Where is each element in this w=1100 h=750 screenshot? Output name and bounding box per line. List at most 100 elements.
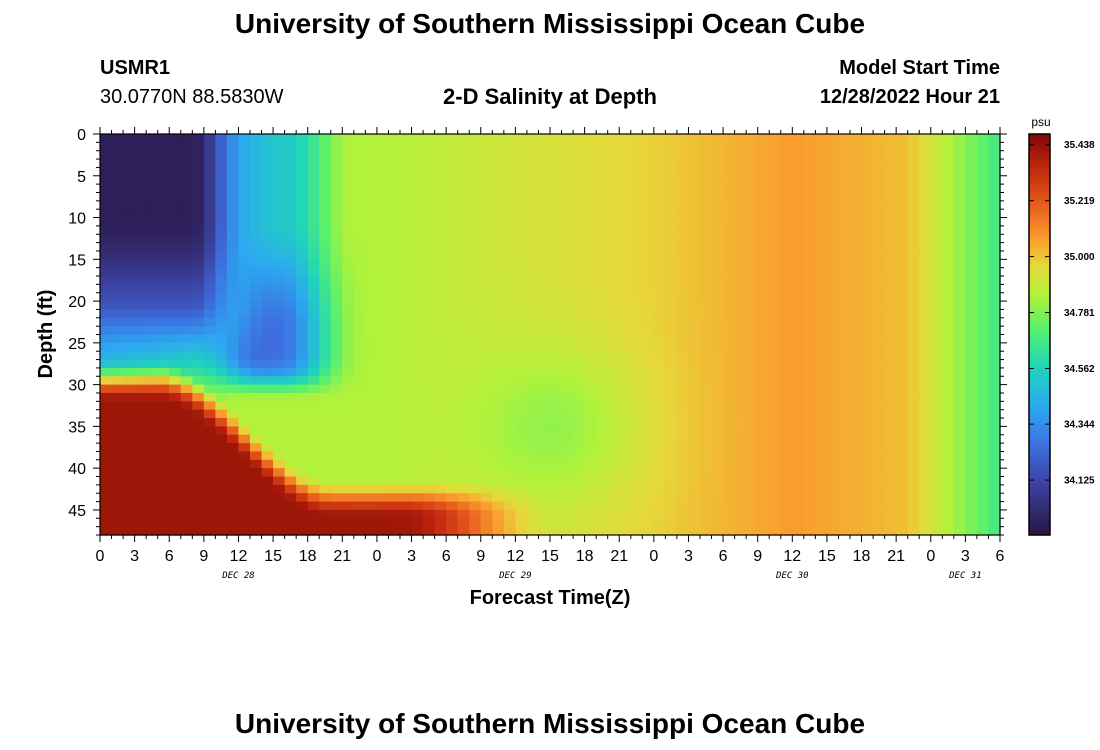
- heatmap-cell: [861, 401, 874, 411]
- heatmap-cell: [573, 359, 586, 369]
- heatmap-cell: [226, 134, 240, 143]
- heatmap-cell: [376, 468, 390, 478]
- heatmap-cell: [526, 142, 540, 152]
- heatmap-cell: [457, 384, 470, 394]
- heatmap-cell: [526, 434, 540, 444]
- heatmap-cell: [457, 493, 470, 503]
- heatmap-cell: [619, 217, 632, 227]
- heatmap-cell: [284, 167, 297, 177]
- heatmap-cell: [642, 209, 655, 219]
- heatmap-cell: [607, 192, 620, 202]
- heatmap-cell: [261, 150, 274, 160]
- heatmap-cell: [411, 150, 424, 160]
- heatmap-cell: [365, 518, 378, 528]
- heatmap-cell: [111, 250, 124, 260]
- heatmap-cell: [873, 459, 886, 469]
- heatmap-cell: [342, 276, 355, 285]
- heatmap-cell: [676, 242, 690, 252]
- heatmap-cell: [584, 501, 597, 511]
- heatmap-cell: [723, 476, 736, 486]
- heatmap-cell: [607, 392, 620, 402]
- heatmap-cell: [180, 134, 193, 143]
- heatmap-cell: [342, 284, 355, 294]
- heatmap-cell: [942, 192, 955, 202]
- heatmap-cell: [192, 451, 205, 461]
- heatmap-cell: [653, 209, 666, 219]
- heatmap-cell: [526, 276, 540, 285]
- heatmap-cell: [388, 443, 401, 453]
- heatmap-cell: [469, 184, 482, 194]
- heatmap-cell: [400, 526, 413, 536]
- heatmap-cell: [203, 159, 216, 169]
- heatmap-cell: [111, 451, 124, 461]
- heatmap-cell: [515, 526, 528, 536]
- heatmap-cell: [342, 342, 355, 352]
- heatmap-cell: [526, 392, 540, 402]
- heatmap-cell: [965, 225, 978, 235]
- heatmap-cell: [907, 509, 920, 519]
- heatmap-cell: [400, 434, 413, 444]
- model-start-label: Model Start Time: [839, 57, 1000, 79]
- heatmap-cell: [284, 175, 297, 185]
- heatmap-cell: [826, 509, 840, 519]
- heatmap-cell: [123, 159, 136, 169]
- heatmap-cell: [284, 426, 297, 436]
- heatmap-cell: [896, 309, 909, 319]
- heatmap-cell: [203, 526, 216, 536]
- heatmap-cell: [134, 292, 147, 302]
- heatmap-cell: [434, 509, 447, 519]
- heatmap-cell: [561, 451, 574, 461]
- heatmap-cell: [734, 476, 747, 486]
- heatmap-cell: [873, 159, 886, 169]
- heatmap-cell: [988, 409, 1001, 419]
- heatmap-cell: [411, 284, 424, 294]
- heatmap-cell: [503, 518, 516, 528]
- heatmap-cell: [930, 167, 943, 177]
- heatmap-cell: [584, 451, 597, 461]
- heatmap-cell: [838, 225, 851, 235]
- heatmap-cell: [734, 284, 747, 294]
- x-tick-label: 15: [541, 548, 559, 565]
- heatmap-cell: [896, 501, 909, 511]
- heatmap-cell: [146, 150, 159, 160]
- heatmap-cell: [919, 426, 932, 436]
- heatmap-cell: [180, 351, 193, 361]
- heatmap-cell: [826, 284, 840, 294]
- heatmap-cell: [907, 342, 920, 352]
- heatmap-cell: [630, 192, 643, 202]
- heatmap-cell: [780, 284, 793, 294]
- heatmap-cell: [630, 392, 643, 402]
- heatmap-cell: [826, 317, 840, 327]
- heatmap-cell: [734, 501, 747, 511]
- heatmap-cell: [896, 459, 909, 469]
- heatmap-cell: [988, 242, 1001, 252]
- heatmap-cell: [826, 426, 840, 436]
- heatmap-cell: [492, 434, 505, 444]
- heatmap-cell: [596, 451, 609, 461]
- heatmap-cell: [492, 484, 505, 494]
- heatmap-cell: [434, 309, 447, 319]
- heatmap-cell: [492, 518, 505, 528]
- heatmap-cell: [815, 142, 828, 152]
- heatmap-cell: [873, 225, 886, 235]
- heatmap-cell: [376, 359, 390, 369]
- heatmap-cell: [619, 418, 632, 427]
- heatmap-cell: [296, 209, 309, 219]
- heatmap-cell: [896, 376, 909, 386]
- heatmap-cell: [146, 184, 159, 194]
- heatmap-cell: [503, 217, 516, 227]
- heatmap-cell: [169, 276, 182, 285]
- heatmap-cell: [838, 317, 851, 327]
- heatmap-cell: [296, 276, 309, 285]
- heatmap-cell: [780, 401, 793, 411]
- heatmap-cell: [723, 392, 736, 402]
- heatmap-cell: [146, 317, 159, 327]
- heatmap-cell: [388, 284, 401, 294]
- heatmap-cell: [573, 384, 586, 394]
- heatmap-cell: [250, 509, 263, 519]
- heatmap-cell: [792, 334, 805, 344]
- heatmap-cell: [376, 434, 390, 444]
- heatmap-cell: [273, 384, 286, 394]
- heatmap-cell: [342, 184, 355, 194]
- heatmap-cell: [653, 518, 666, 528]
